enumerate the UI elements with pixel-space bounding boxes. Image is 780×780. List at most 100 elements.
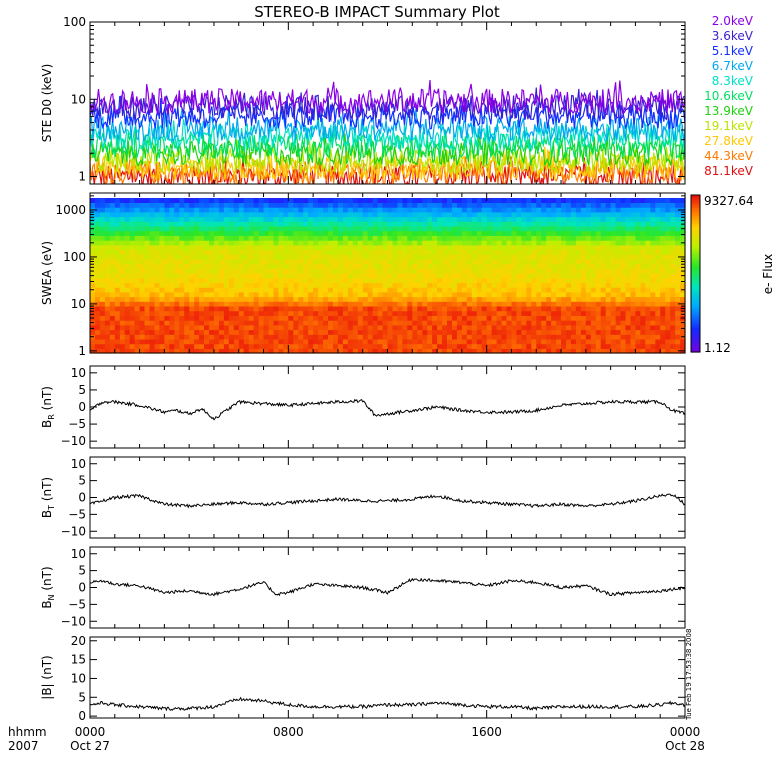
swea-cell	[199, 343, 205, 349]
swea-cell	[432, 320, 438, 326]
swea-cell	[119, 240, 126, 246]
swea-cell	[680, 329, 686, 335]
swea-cell	[209, 338, 215, 345]
swea-cell	[174, 320, 180, 326]
swea-cell	[660, 235, 666, 241]
swea-cell	[273, 197, 280, 203]
swea-cell	[313, 296, 319, 302]
swea-cell	[417, 291, 423, 298]
swea-cell	[258, 202, 265, 208]
swea-cell	[422, 268, 428, 274]
swea-cell	[179, 197, 185, 203]
swea-cell	[214, 338, 220, 345]
swea-cell	[258, 221, 265, 227]
swea-cell	[278, 282, 284, 288]
swea-cell	[486, 315, 493, 321]
swea-cell	[526, 240, 532, 246]
swea-cell	[169, 254, 175, 260]
swea-cell	[675, 315, 681, 321]
swea-cell	[556, 338, 562, 345]
swea-cell	[521, 249, 527, 255]
swea-cell	[496, 207, 503, 213]
swea-cell	[655, 254, 661, 260]
swea-cell	[273, 343, 280, 349]
swea-cell	[561, 225, 567, 232]
swea-cell	[377, 244, 384, 251]
swea-cell	[551, 207, 557, 213]
swea-cell	[129, 329, 136, 335]
swea-cell	[397, 343, 403, 349]
swea-cell	[318, 216, 324, 222]
swea-cell	[342, 343, 349, 349]
swea-cell	[278, 291, 284, 298]
swea-cell	[402, 305, 408, 312]
swea-cell	[347, 305, 354, 312]
swea-cell	[432, 240, 438, 246]
swea-cell	[342, 310, 349, 316]
swea-cell	[228, 348, 235, 354]
swea-cell	[437, 202, 443, 208]
swea-cell	[635, 273, 641, 279]
swea-cell	[199, 221, 205, 227]
swea-cell	[516, 207, 522, 213]
swea-cell	[333, 207, 339, 213]
swea-cell	[104, 277, 111, 283]
swea-cell	[665, 320, 671, 326]
swea-cell	[491, 282, 498, 288]
swea-cell	[461, 287, 468, 293]
swea-cell	[466, 310, 473, 316]
swea-cell	[90, 338, 96, 345]
swea-cell	[506, 202, 513, 208]
swea-cell	[298, 324, 304, 331]
swea-cell	[452, 343, 458, 349]
swea-cell	[625, 273, 632, 279]
swea-cell	[184, 221, 190, 227]
swea-cell	[531, 301, 537, 307]
colorbar-cell	[691, 215, 700, 220]
swea-cell	[531, 338, 537, 345]
swea-cell	[635, 202, 641, 208]
swea-cell	[447, 338, 453, 345]
swea-cell	[298, 207, 304, 213]
swea-cell	[144, 282, 151, 288]
swea-cell	[149, 216, 156, 222]
swea-cell	[372, 329, 379, 335]
swea-cell	[342, 258, 349, 265]
swea-cell	[288, 254, 294, 260]
swea-cell	[248, 211, 255, 218]
swea-cell	[352, 287, 359, 293]
swea-cell	[407, 258, 413, 265]
swea-cell	[139, 197, 146, 203]
swea-cell	[432, 315, 438, 321]
swea-cell	[238, 282, 245, 288]
swea-cell	[149, 310, 156, 316]
swea-cell	[670, 225, 676, 232]
swea-cell	[536, 235, 542, 241]
swea-cell	[104, 291, 111, 298]
swea-cell	[342, 305, 349, 312]
swea-cell	[442, 324, 448, 331]
swea-cell	[452, 249, 458, 255]
swea-cell	[278, 329, 284, 335]
swea-cell	[189, 211, 195, 218]
swea-cell	[476, 291, 483, 298]
swea-cell	[590, 324, 597, 331]
swea-cell	[95, 343, 101, 349]
swea-cell	[452, 230, 458, 236]
swea-cell	[452, 221, 458, 227]
swea-cell	[402, 315, 408, 321]
swea-cell	[308, 249, 314, 255]
swea-cell	[109, 296, 116, 302]
swea-cell	[556, 244, 562, 251]
swea-cell	[605, 268, 612, 274]
swea-cell	[258, 263, 265, 269]
swea-cell	[575, 244, 582, 251]
swea-cell	[466, 287, 473, 293]
swea-cell	[516, 235, 522, 241]
swea-cell	[660, 216, 666, 222]
swea-cell	[660, 305, 666, 312]
swea-cell	[412, 235, 418, 241]
swea-cell	[129, 282, 136, 288]
swea-cell	[605, 324, 612, 331]
